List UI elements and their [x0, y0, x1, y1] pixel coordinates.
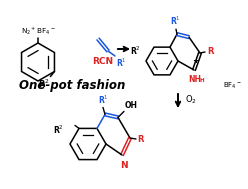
Text: H: H — [200, 78, 205, 83]
Text: R$^1$: R$^1$ — [116, 57, 127, 69]
Text: R$^1$: R$^1$ — [97, 94, 108, 106]
Text: R$^2$: R$^2$ — [38, 77, 49, 90]
Text: O$_2$: O$_2$ — [185, 94, 197, 106]
Text: R: R — [137, 135, 144, 143]
Text: R$^2$: R$^2$ — [53, 124, 64, 136]
Text: NH: NH — [188, 75, 201, 84]
Text: R$^1$: R$^1$ — [170, 15, 180, 27]
Text: R$^2$: R$^2$ — [130, 45, 141, 57]
Text: +: + — [192, 56, 199, 65]
Text: One-pot fashion: One-pot fashion — [19, 80, 125, 92]
Text: RCN: RCN — [93, 57, 114, 66]
Text: N: N — [120, 161, 128, 170]
Text: BF$_4$$^-$: BF$_4$$^-$ — [223, 81, 242, 91]
Text: N$_2$$^+$BF$_4$$^-$: N$_2$$^+$BF$_4$$^-$ — [21, 26, 55, 37]
Text: R: R — [207, 46, 214, 56]
Text: OH: OH — [125, 101, 138, 110]
